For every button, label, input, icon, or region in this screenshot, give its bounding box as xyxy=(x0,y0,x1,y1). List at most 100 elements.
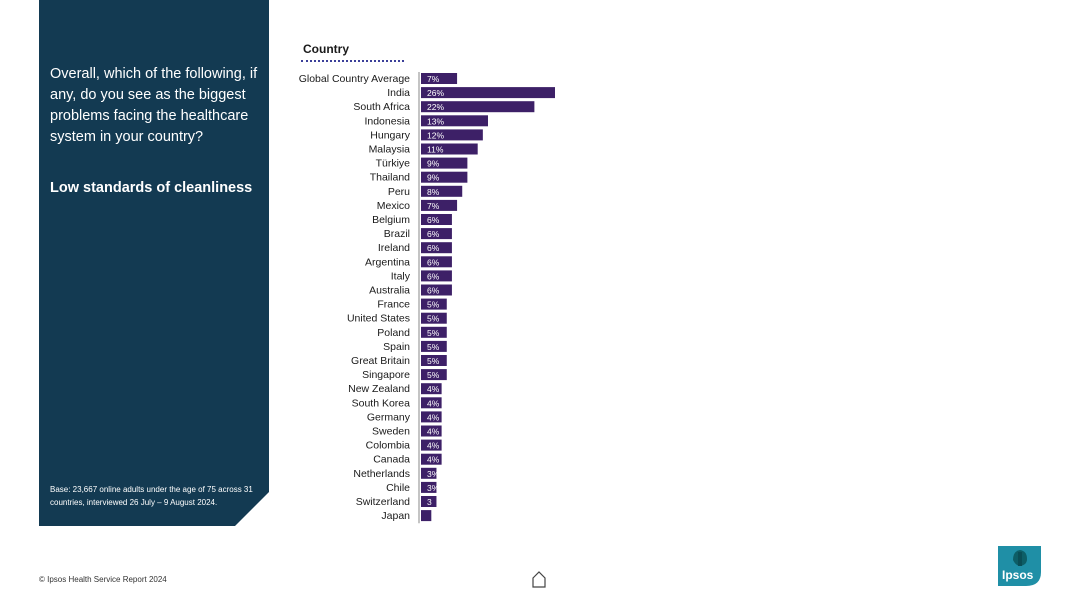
value-label: 6% xyxy=(427,229,440,239)
bar xyxy=(421,228,452,240)
category-label: France xyxy=(377,299,410,311)
category-label: Spain xyxy=(383,341,410,353)
category-label: Singapore xyxy=(362,369,410,381)
bar xyxy=(421,115,488,127)
base-note: Base: 23,667 online adults under the age… xyxy=(50,485,253,507)
category-label: Argentina xyxy=(365,256,410,268)
bar xyxy=(421,199,458,211)
bar xyxy=(421,383,442,395)
value-label: 3% xyxy=(427,469,440,479)
bar xyxy=(421,185,463,197)
category-label: Germany xyxy=(367,411,411,423)
category-label: Malaysia xyxy=(369,144,411,156)
bar xyxy=(421,397,442,409)
bar xyxy=(421,496,437,507)
category-label: Global Country Average xyxy=(299,73,410,85)
category-label: South Africa xyxy=(353,101,410,113)
header-underline xyxy=(301,60,404,62)
value-label: 7% xyxy=(427,74,440,84)
measure-title: Low standards of cleanliness xyxy=(50,180,253,196)
value-label: 5% xyxy=(427,342,440,352)
category-label: Hungary xyxy=(370,129,410,141)
bar xyxy=(421,157,468,169)
bar xyxy=(421,87,555,99)
bar xyxy=(421,256,452,268)
value-label: 4% xyxy=(427,455,440,465)
chart-header: Country xyxy=(303,42,349,56)
value-label: 26% xyxy=(427,88,444,98)
category-label: Canada xyxy=(373,454,410,466)
bar xyxy=(421,242,452,254)
value-label: 5% xyxy=(427,370,440,380)
value-label: 7% xyxy=(427,201,440,211)
bar xyxy=(421,326,447,338)
value-label: 6% xyxy=(427,243,440,253)
category-label: Australia xyxy=(369,285,410,297)
value-label: 5% xyxy=(427,328,440,338)
bar xyxy=(421,129,483,141)
value-label: 9% xyxy=(427,159,440,169)
value-label: 11% xyxy=(427,145,444,155)
value-label: 6% xyxy=(427,215,440,225)
category-label: Ireland xyxy=(378,242,410,254)
category-label: Belgium xyxy=(372,214,410,226)
home-icon[interactable] xyxy=(530,570,548,588)
bar xyxy=(421,425,442,437)
category-label: Peru xyxy=(388,186,410,198)
question-text: Overall, which of the following, if any,… xyxy=(50,66,258,145)
bar xyxy=(421,467,437,479)
category-label: Netherlands xyxy=(353,468,410,480)
value-label: 5% xyxy=(427,300,440,310)
footer-copyright: © Ipsos Health Service Report 2024 xyxy=(39,575,167,584)
bar xyxy=(421,411,442,423)
bar xyxy=(421,270,452,282)
value-label: 4% xyxy=(427,384,440,394)
value-label: 22% xyxy=(427,102,444,112)
category-label: Thailand xyxy=(370,172,410,184)
category-label: Brazil xyxy=(384,228,410,240)
value-label: 6% xyxy=(427,257,440,267)
value-label: 6% xyxy=(427,286,440,296)
value-label: 3 xyxy=(427,497,432,507)
value-label: 4% xyxy=(427,427,440,437)
value-label: 5% xyxy=(427,356,440,366)
category-label: New Zealand xyxy=(348,383,410,395)
value-label: 12% xyxy=(427,130,444,140)
value-label: 3% xyxy=(427,483,440,493)
category-label: Sweden xyxy=(372,426,410,438)
bar xyxy=(421,355,447,366)
value-label: 8% xyxy=(427,187,440,197)
bar xyxy=(421,340,447,352)
value-label: 9% xyxy=(427,173,440,183)
bar xyxy=(421,214,452,225)
bar xyxy=(421,101,535,113)
bar xyxy=(421,284,452,296)
category-label: Mexico xyxy=(377,200,410,212)
bar xyxy=(421,143,478,155)
value-label: 4% xyxy=(427,398,440,408)
category-label: United States xyxy=(347,313,410,325)
category-label: India xyxy=(387,87,410,99)
category-label: Poland xyxy=(377,327,410,339)
bar xyxy=(421,73,458,84)
category-label: Italy xyxy=(391,270,411,282)
category-label: Chile xyxy=(386,482,410,494)
side-panel: Overall, which of the following, if any,… xyxy=(39,0,269,526)
bar xyxy=(421,312,447,324)
value-label: 4% xyxy=(427,412,440,422)
category-label: Japan xyxy=(381,510,410,522)
category-label: Switzerland xyxy=(356,496,410,508)
bar xyxy=(421,510,432,522)
category-label: Colombia xyxy=(366,440,411,452)
category-label: South Korea xyxy=(352,397,411,409)
bar xyxy=(421,439,442,451)
ipsos-logo[interactable]: Ipsos xyxy=(998,546,1041,586)
category-label: Great Britain xyxy=(351,355,410,367)
category-label: Indonesia xyxy=(364,115,410,127)
bar xyxy=(421,453,442,465)
value-label: 5% xyxy=(427,314,440,324)
value-label: 13% xyxy=(427,116,444,126)
bar xyxy=(421,369,447,381)
value-label: 6% xyxy=(427,271,440,281)
